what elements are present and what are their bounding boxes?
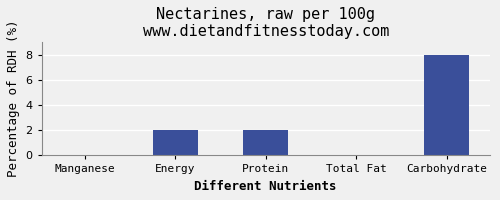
Y-axis label: Percentage of RDH (%): Percentage of RDH (%) <box>7 20 20 177</box>
Title: Nectarines, raw per 100g
www.dietandfitnesstoday.com: Nectarines, raw per 100g www.dietandfitn… <box>142 7 389 39</box>
Bar <box>243 130 288 155</box>
Bar <box>424 55 470 155</box>
X-axis label: Different Nutrients: Different Nutrients <box>194 180 337 193</box>
Bar <box>152 130 198 155</box>
